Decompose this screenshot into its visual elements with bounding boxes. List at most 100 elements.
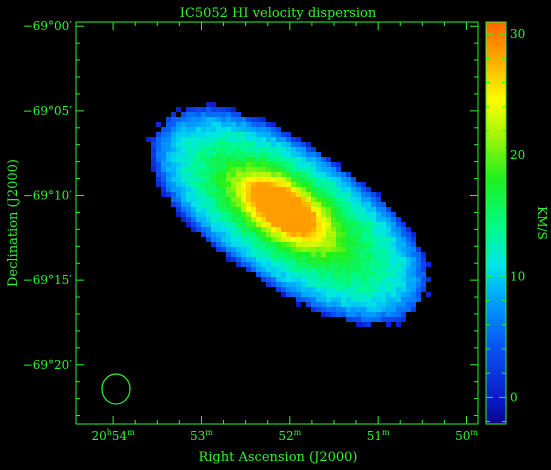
map-pixel (196, 227, 201, 232)
map-pixel (321, 257, 326, 262)
map-pixel (306, 292, 311, 297)
map-pixel (301, 187, 306, 192)
map-pixel (416, 272, 421, 277)
map-pixel (176, 132, 181, 137)
map-pixel (326, 247, 331, 252)
map-pixel (321, 267, 326, 272)
map-pixel (256, 197, 261, 202)
map-pixel (256, 157, 261, 162)
map-pixel (211, 167, 216, 172)
map-pixel (191, 152, 196, 157)
colorbar-label: KM/S (535, 206, 549, 240)
map-pixel (321, 212, 326, 217)
map-pixel (271, 247, 276, 252)
map-pixel (256, 207, 261, 212)
map-pixel (276, 272, 281, 277)
map-pixel (406, 242, 411, 247)
map-pixel (311, 217, 316, 222)
map-pixel (326, 307, 331, 312)
map-pixel (266, 132, 271, 137)
map-pixel (371, 247, 376, 252)
map-pixel (241, 262, 246, 267)
map-pixel (326, 252, 331, 257)
map-pixel (286, 272, 291, 277)
map-pixel (221, 137, 226, 142)
map-pixel (291, 182, 296, 187)
map-pixel (266, 227, 271, 232)
map-pixel (276, 192, 281, 197)
map-pixel (216, 212, 221, 217)
map-pixel (211, 182, 216, 187)
map-pixel (261, 262, 266, 267)
map-pixel (286, 237, 291, 242)
map-pixel (256, 222, 261, 227)
map-pixel (356, 242, 361, 247)
map-pixel (211, 232, 216, 237)
map-pixel (321, 272, 326, 277)
map-pixel (221, 152, 226, 157)
map-pixel (196, 127, 201, 132)
map-pixel (266, 277, 271, 282)
map-pixel (181, 132, 186, 137)
map-pixel (316, 167, 321, 172)
map-pixel (181, 187, 186, 192)
map-pixel (336, 232, 341, 237)
map-pixel (236, 177, 241, 182)
map-pixel (226, 147, 231, 152)
map-pixel (316, 207, 321, 212)
map-pixel (156, 137, 161, 142)
map-pixel (326, 227, 331, 232)
map-pixel (296, 302, 301, 307)
map-pixel (311, 232, 316, 237)
map-pixel (211, 217, 216, 222)
map-pixel (396, 317, 401, 322)
map-pixel (271, 197, 276, 202)
map-pixel (161, 142, 166, 147)
map-pixel (201, 107, 206, 112)
map-pixel (356, 222, 361, 227)
map-pixel (281, 217, 286, 222)
map-pixel (186, 112, 191, 117)
y-axis-label: Declination (J2000) (6, 159, 21, 287)
map-pixel (371, 282, 376, 287)
map-pixel (361, 197, 366, 202)
x-tick-label: 53m (190, 428, 213, 443)
map-pixel (411, 262, 416, 267)
map-pixel (391, 282, 396, 287)
map-pixel (311, 277, 316, 282)
map-pixel (396, 262, 401, 267)
colorbar-tick-label: 20 (510, 148, 525, 162)
map-pixel (226, 162, 231, 167)
map-pixel (216, 152, 221, 157)
map-pixel (201, 142, 206, 147)
map-pixel (176, 167, 181, 172)
map-pixel (156, 142, 161, 147)
map-pixel (296, 182, 301, 187)
map-pixel (256, 152, 261, 157)
map-pixel (251, 262, 256, 267)
map-pixel (396, 287, 401, 292)
map-pixel (396, 237, 401, 242)
colorbar-tick-label: 10 (510, 269, 525, 283)
map-pixel (356, 282, 361, 287)
map-pixel (381, 297, 386, 302)
map-pixel (221, 147, 226, 152)
map-pixel (361, 192, 366, 197)
map-pixel (166, 177, 171, 182)
map-pixel (351, 187, 356, 192)
map-pixel (156, 157, 161, 162)
map-pixel (296, 217, 301, 222)
map-pixel (221, 167, 226, 172)
map-pixel (311, 207, 316, 212)
map-pixel (341, 297, 346, 302)
map-pixel (236, 112, 241, 117)
map-pixel (406, 252, 411, 257)
map-pixel (216, 217, 221, 222)
map-pixel (241, 177, 246, 182)
map-pixel (211, 237, 216, 242)
map-pixel (206, 107, 211, 112)
map-pixel (236, 222, 241, 227)
map-pixel (351, 222, 356, 227)
map-pixel (296, 297, 301, 302)
map-pixel (171, 172, 176, 177)
